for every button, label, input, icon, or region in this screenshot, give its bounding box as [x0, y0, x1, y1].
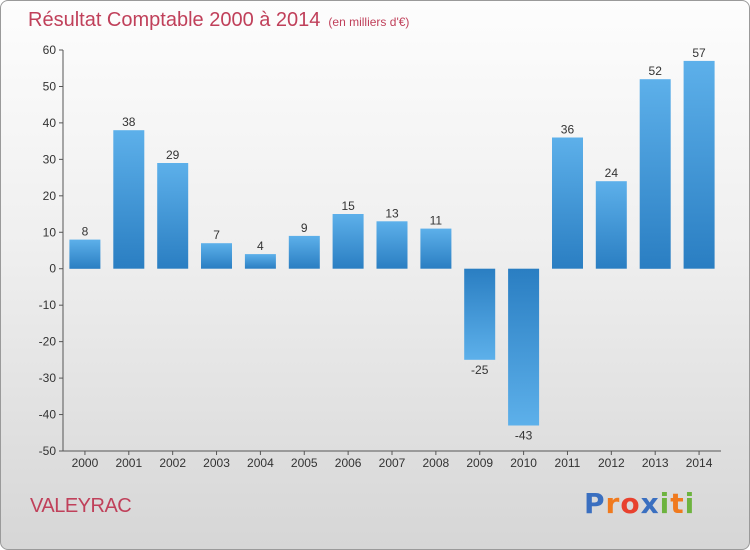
bar-2000: [69, 239, 101, 269]
bar-2008: [420, 228, 452, 269]
data-label-2012: 24: [605, 166, 619, 180]
bar-2013: [639, 79, 671, 269]
x-tick-label-2012: 2012: [598, 456, 625, 470]
x-tick-label-2010: 2010: [510, 456, 537, 470]
data-label-2002: 29: [166, 148, 180, 162]
data-label-2004: 4: [257, 239, 264, 253]
chart-subtitle: (en milliers d'€): [328, 15, 410, 29]
data-label-2013: 52: [649, 64, 663, 78]
x-tick-label-2008: 2008: [423, 456, 450, 470]
y-tick-label: 40: [43, 116, 57, 130]
bar-2012: [595, 181, 627, 269]
data-label-2009: -25: [471, 363, 489, 377]
y-tick-label: 50: [43, 79, 57, 93]
commune-name: VALEYRAC: [30, 495, 132, 517]
y-tick-label: -50: [39, 444, 57, 458]
logo-letter: r: [605, 487, 621, 520]
data-label-2014: 57: [692, 46, 706, 60]
x-tick-label-2009: 2009: [466, 456, 493, 470]
x-tick-label-2000: 2000: [72, 456, 99, 470]
data-label-2005: 9: [301, 221, 308, 235]
y-tick-label: 0: [49, 262, 56, 276]
data-label-2010: -43: [515, 428, 533, 442]
logo-letter: i: [684, 487, 696, 520]
logo-letter: t: [670, 487, 685, 520]
bar-2002: [157, 163, 189, 269]
x-tick-label-2002: 2002: [159, 456, 186, 470]
bar-2011: [552, 137, 583, 269]
x-tick-label-2003: 2003: [203, 456, 230, 470]
bar-2001: [113, 130, 145, 269]
bar-2009: [464, 268, 496, 360]
logo-letter: P: [584, 487, 606, 520]
x-tick-label-2013: 2013: [642, 456, 669, 470]
y-tick-label: -30: [39, 371, 57, 385]
x-tick-label-2011: 2011: [555, 456, 581, 470]
bar-2007: [376, 221, 408, 269]
bar-2004: [244, 254, 276, 269]
logo-letter: i: [659, 487, 671, 520]
bar-2003: [201, 243, 232, 269]
y-tick-label: -10: [39, 298, 57, 312]
chart-title: Résultat Comptable 2000 à 2014: [28, 9, 321, 31]
data-label-2003: 7: [213, 228, 220, 242]
y-tick-label: 30: [43, 152, 57, 166]
bar-2010: [508, 268, 540, 426]
x-tick-label-2006: 2006: [335, 456, 362, 470]
x-tick-label-2005: 2005: [291, 456, 318, 470]
data-label-2000: 8: [82, 225, 89, 239]
logo-letter: x: [640, 487, 660, 520]
y-tick-label: 20: [43, 189, 57, 203]
x-tick-label-2014: 2014: [686, 456, 713, 470]
x-tick-label-2004: 2004: [247, 456, 274, 470]
proxiti-logo[interactable]: Proxiti: [584, 487, 695, 520]
bar-2006: [332, 214, 364, 269]
bar-2005: [288, 235, 320, 269]
data-label-2011: 36: [561, 122, 575, 136]
data-label-2006: 15: [341, 199, 355, 213]
logo-letter: o: [620, 487, 641, 520]
y-tick-label: 60: [43, 43, 57, 57]
x-tick-label-2007: 2007: [379, 456, 406, 470]
data-label-2007: 13: [385, 206, 399, 220]
chart-title-block: Résultat Comptable 2000 à 2014 (en millie…: [28, 9, 409, 32]
x-tick-label-2001: 2001: [115, 456, 142, 470]
data-label-2001: 38: [122, 115, 136, 129]
y-tick-label: 10: [43, 225, 57, 239]
data-label-2008: 11: [430, 214, 443, 228]
y-tick-label: -20: [39, 335, 57, 349]
bar-2014: [683, 60, 715, 269]
y-tick-label: -40: [39, 408, 57, 422]
